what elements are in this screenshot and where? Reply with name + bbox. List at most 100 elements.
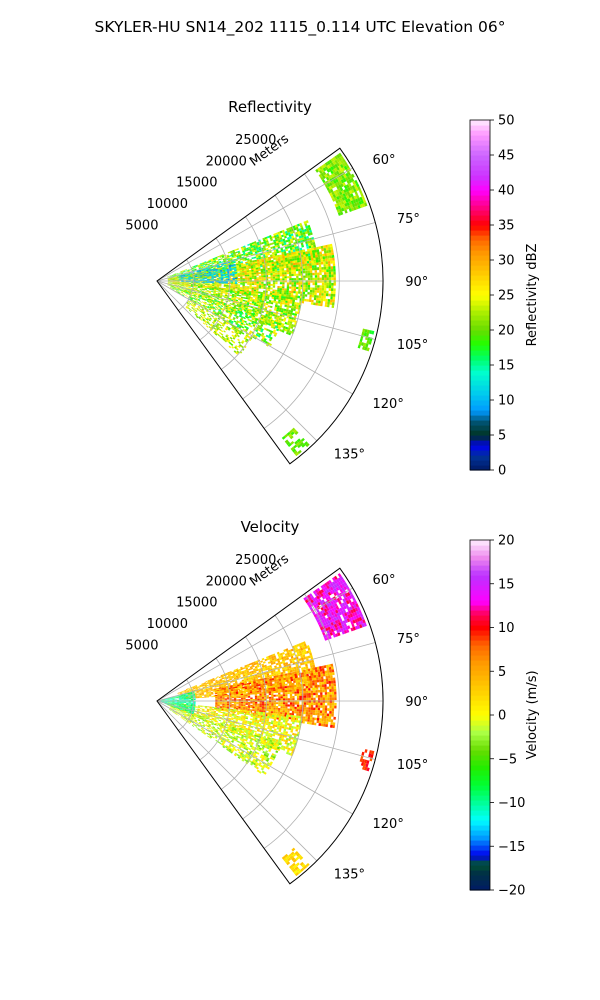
echo-cell <box>250 262 253 265</box>
echo-cell <box>264 253 268 256</box>
echo-cell <box>279 291 282 295</box>
echo-cell <box>305 287 308 290</box>
colorbar-segment <box>470 125 490 131</box>
echo-cell <box>255 291 259 294</box>
echo-cell <box>276 266 280 269</box>
echo-cell <box>258 248 262 251</box>
echo-cell <box>235 271 238 274</box>
echo-cell <box>287 257 290 260</box>
echo-cell <box>332 257 335 261</box>
echo-cell <box>280 239 284 242</box>
echo-cell <box>197 264 201 266</box>
echo-cell <box>261 273 264 276</box>
echo-cell <box>256 241 260 245</box>
echo-cell <box>272 245 276 249</box>
colorbar-segment <box>470 220 490 226</box>
echo-cell <box>269 254 273 257</box>
echo-cell <box>202 278 205 280</box>
echo-cell <box>328 266 331 270</box>
echo-cell <box>271 263 275 266</box>
echo-cell <box>286 269 289 273</box>
echo-cell <box>253 248 257 251</box>
echo-cell <box>352 199 357 204</box>
echo-cell <box>254 278 257 281</box>
echo-cell <box>206 282 210 283</box>
colorbar-segment <box>470 350 490 356</box>
echo-cell <box>309 250 313 254</box>
echo-cell <box>211 276 214 278</box>
echo-cell <box>304 263 308 266</box>
echo-cell <box>322 256 326 260</box>
echo-cell <box>234 266 237 269</box>
echo-cell <box>241 247 244 250</box>
echo-cell <box>326 269 329 273</box>
echo-cell <box>167 278 171 280</box>
echo-cell <box>256 248 260 252</box>
echo-cell <box>309 229 313 233</box>
echo-cell <box>308 245 312 249</box>
echo-cell <box>281 253 285 257</box>
echo-cell <box>291 301 295 305</box>
echo-cell <box>309 265 313 269</box>
echo-cell <box>353 195 358 200</box>
echo-cell <box>204 317 207 320</box>
echo-cell <box>250 265 254 268</box>
echo-cell <box>252 264 256 267</box>
echo-cell <box>283 242 287 246</box>
echo-cell <box>232 277 235 280</box>
echo-cell <box>216 283 220 285</box>
echo-cell <box>167 276 170 278</box>
echo-cell <box>309 248 312 252</box>
echo-cell <box>287 246 290 249</box>
colorbar-segment <box>470 190 490 196</box>
colorbar-segment <box>470 405 490 411</box>
echo-cell <box>218 278 221 280</box>
echo-cell <box>199 279 203 281</box>
echo-cell <box>203 261 207 263</box>
echo-cell <box>320 298 324 302</box>
echo-cell <box>172 278 175 279</box>
echo-cell <box>207 276 210 278</box>
echo-cell <box>297 233 301 237</box>
echo-cell <box>261 277 264 279</box>
echo-cell <box>254 244 258 247</box>
echo-cell <box>216 262 220 265</box>
echo-cell <box>358 200 362 205</box>
echo-cell <box>347 187 351 192</box>
echo-cell <box>252 263 256 266</box>
echo-cell <box>307 280 311 283</box>
range-tick-label: 5000 <box>125 219 158 234</box>
echo-cell <box>205 265 208 268</box>
echo-cell <box>260 660 263 663</box>
echo-cell <box>328 252 332 256</box>
echo-cell <box>289 254 292 258</box>
echo-cell <box>209 313 212 316</box>
echo-cell <box>272 291 275 294</box>
echo-cell <box>272 284 276 286</box>
echo-cell <box>303 254 306 257</box>
echo-cell <box>302 291 306 295</box>
echo-cell <box>314 265 317 268</box>
echo-cell <box>347 205 351 209</box>
colorbar-segment <box>470 275 490 281</box>
echo-cell <box>269 236 273 240</box>
echo-cell <box>276 236 280 239</box>
echo-cell <box>289 238 293 242</box>
echo-cell <box>269 267 273 270</box>
echo-cell <box>311 294 315 298</box>
echo-cell <box>211 278 214 280</box>
echo-cell <box>359 338 363 343</box>
echo-cell <box>310 280 313 283</box>
echo-cell <box>265 257 269 260</box>
echo-cell <box>317 280 320 283</box>
echo-cell <box>338 161 342 166</box>
echo-cell <box>240 277 243 280</box>
echo-cell <box>192 269 195 272</box>
echo-cell <box>230 253 234 256</box>
echo-cell <box>334 193 339 198</box>
echo-cell <box>269 265 273 268</box>
echo-cell <box>250 247 254 250</box>
colorbar-segment <box>470 175 490 181</box>
echo-cell <box>318 300 321 304</box>
echo-cell <box>188 286 191 288</box>
